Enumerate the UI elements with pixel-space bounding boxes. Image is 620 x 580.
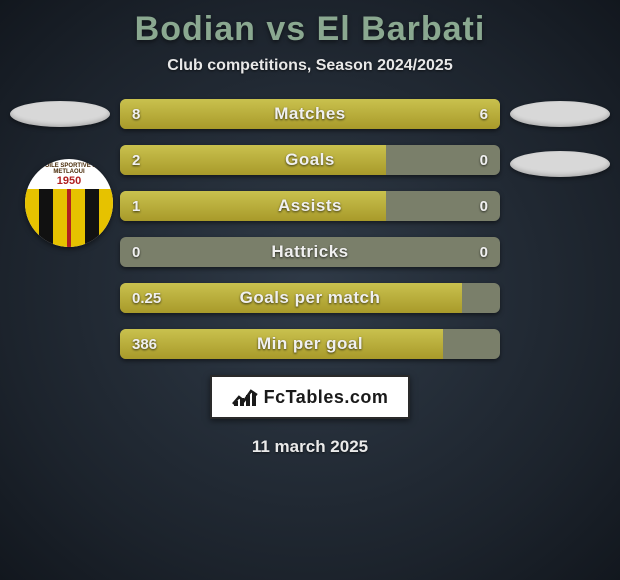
brand-logo: FcTables.com — [232, 387, 389, 408]
stat-row: 0.25Goals per match — [120, 283, 500, 313]
stat-row: 10Assists — [120, 191, 500, 221]
bar-label: Hattricks — [120, 237, 500, 267]
bar-label: Goals per match — [120, 283, 500, 313]
stat-row: 00Hattricks — [120, 237, 500, 267]
page-title: Bodian vs El Barbati — [0, 0, 620, 49]
badge-stripes — [25, 189, 113, 247]
stat-bars: 86Matches 20Goals 10Assists 00Hattricks 0.25… — [120, 99, 500, 359]
stat-row: 86Matches — [120, 99, 500, 129]
stat-row: 386Min per goal — [120, 329, 500, 359]
date-label: 11 march 2025 — [0, 437, 620, 457]
badge-arc-text: ETOILE SPORTIVE DE METLAOUI — [25, 163, 113, 175]
brand-box[interactable]: FcTables.com — [210, 375, 410, 419]
chart-icon — [232, 387, 258, 407]
bar-label: Matches — [120, 99, 500, 129]
stat-row: 20Goals — [120, 145, 500, 175]
bar-label: Goals — [120, 145, 500, 175]
subtitle: Club competitions, Season 2024/2025 — [0, 57, 620, 75]
bar-label: Min per goal — [120, 329, 500, 359]
club-left-badge: ETOILE SPORTIVE DE METLAOUI 1950 — [25, 159, 113, 247]
brand-text: FcTables.com — [264, 387, 389, 408]
badge-year: 1950 — [25, 175, 113, 187]
bar-label: Assists — [120, 191, 500, 221]
club-right-placeholder — [510, 151, 610, 177]
player-left-placeholder — [10, 101, 110, 127]
player-right-placeholder — [510, 101, 610, 127]
comparison-panel: ETOILE SPORTIVE DE METLAOUI 1950 86Match… — [0, 99, 620, 457]
